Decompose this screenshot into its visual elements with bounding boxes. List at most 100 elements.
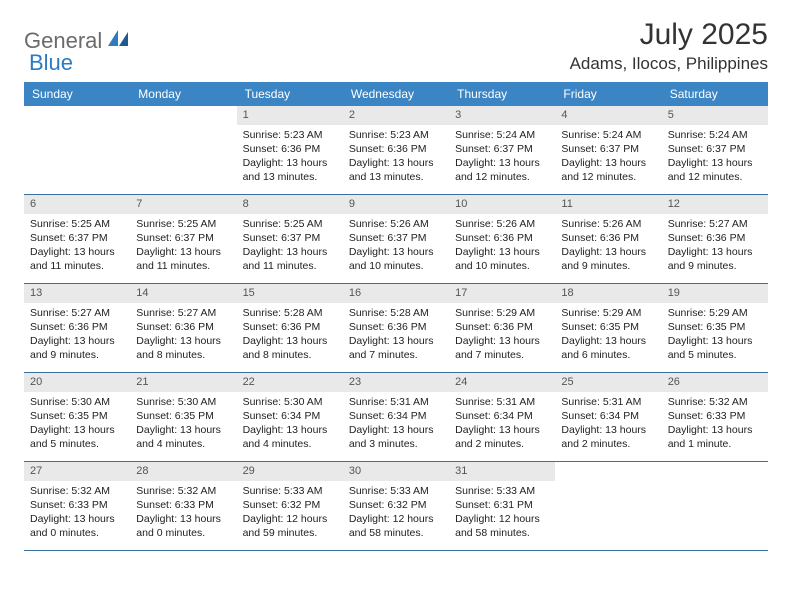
sunrise-line: Sunrise: 5:30 AM xyxy=(243,395,337,409)
sunset-line: Sunset: 6:33 PM xyxy=(136,498,230,512)
daylight-line: Daylight: 13 hours and 4 minutes. xyxy=(243,423,337,451)
logo-sail-icon xyxy=(108,30,130,53)
sunrise-line: Sunrise: 5:31 AM xyxy=(349,395,443,409)
sunrise-line: Sunrise: 5:29 AM xyxy=(668,306,762,320)
day-number: 7 xyxy=(130,195,236,214)
day-body: Sunrise: 5:32 AMSunset: 6:33 PMDaylight:… xyxy=(24,481,130,547)
day-number: 23 xyxy=(343,373,449,392)
daylight-line: Daylight: 12 hours and 59 minutes. xyxy=(243,512,337,540)
sunset-line: Sunset: 6:37 PM xyxy=(349,231,443,245)
daylight-line: Daylight: 13 hours and 8 minutes. xyxy=(243,334,337,362)
sunrise-line: Sunrise: 5:27 AM xyxy=(136,306,230,320)
daylight-line: Daylight: 13 hours and 11 minutes. xyxy=(136,245,230,273)
sunrise-line: Sunrise: 5:24 AM xyxy=(561,128,655,142)
sunset-line: Sunset: 6:35 PM xyxy=(136,409,230,423)
day-cell: 27Sunrise: 5:32 AMSunset: 6:33 PMDayligh… xyxy=(24,462,130,550)
day-body: Sunrise: 5:23 AMSunset: 6:36 PMDaylight:… xyxy=(343,125,449,191)
day-cell: 2Sunrise: 5:23 AMSunset: 6:36 PMDaylight… xyxy=(343,106,449,194)
sunrise-line: Sunrise: 5:28 AM xyxy=(349,306,443,320)
sunrise-line: Sunrise: 5:31 AM xyxy=(561,395,655,409)
sunset-line: Sunset: 6:36 PM xyxy=(136,320,230,334)
sunrise-line: Sunrise: 5:26 AM xyxy=(349,217,443,231)
day-cell: 16Sunrise: 5:28 AMSunset: 6:36 PMDayligh… xyxy=(343,284,449,372)
day-number: 4 xyxy=(555,106,661,125)
sunrise-line: Sunrise: 5:32 AM xyxy=(668,395,762,409)
dow-saturday: Saturday xyxy=(662,82,768,106)
day-cell: 6Sunrise: 5:25 AMSunset: 6:37 PMDaylight… xyxy=(24,195,130,283)
day-body: Sunrise: 5:32 AMSunset: 6:33 PMDaylight:… xyxy=(662,392,768,458)
day-cell: 19Sunrise: 5:29 AMSunset: 6:35 PMDayligh… xyxy=(662,284,768,372)
day-number: 6 xyxy=(24,195,130,214)
day-cell xyxy=(662,462,768,550)
sunrise-line: Sunrise: 5:24 AM xyxy=(668,128,762,142)
day-cell: 4Sunrise: 5:24 AMSunset: 6:37 PMDaylight… xyxy=(555,106,661,194)
sunset-line: Sunset: 6:35 PM xyxy=(561,320,655,334)
day-body: Sunrise: 5:28 AMSunset: 6:36 PMDaylight:… xyxy=(237,303,343,369)
day-body: Sunrise: 5:25 AMSunset: 6:37 PMDaylight:… xyxy=(237,214,343,280)
daylight-line: Daylight: 12 hours and 58 minutes. xyxy=(455,512,549,540)
daylight-line: Daylight: 13 hours and 12 minutes. xyxy=(668,156,762,184)
sunset-line: Sunset: 6:34 PM xyxy=(455,409,549,423)
daylight-line: Daylight: 13 hours and 12 minutes. xyxy=(455,156,549,184)
dow-sunday: Sunday xyxy=(24,82,130,106)
daylight-line: Daylight: 13 hours and 10 minutes. xyxy=(349,245,443,273)
sunset-line: Sunset: 6:33 PM xyxy=(668,409,762,423)
day-number: 31 xyxy=(449,462,555,481)
weeks-container: 1Sunrise: 5:23 AMSunset: 6:36 PMDaylight… xyxy=(24,106,768,551)
sunrise-line: Sunrise: 5:28 AM xyxy=(243,306,337,320)
sunrise-line: Sunrise: 5:27 AM xyxy=(30,306,124,320)
day-of-week-header: Sunday Monday Tuesday Wednesday Thursday… xyxy=(24,82,768,106)
day-number: 19 xyxy=(662,284,768,303)
daylight-line: Daylight: 13 hours and 2 minutes. xyxy=(455,423,549,451)
day-body: Sunrise: 5:24 AMSunset: 6:37 PMDaylight:… xyxy=(662,125,768,191)
sunrise-line: Sunrise: 5:23 AM xyxy=(349,128,443,142)
day-cell: 11Sunrise: 5:26 AMSunset: 6:36 PMDayligh… xyxy=(555,195,661,283)
sunrise-line: Sunrise: 5:30 AM xyxy=(30,395,124,409)
day-number: 29 xyxy=(237,462,343,481)
sunset-line: Sunset: 6:36 PM xyxy=(349,142,443,156)
day-number: 20 xyxy=(24,373,130,392)
day-body: Sunrise: 5:29 AMSunset: 6:35 PMDaylight:… xyxy=(662,303,768,369)
daylight-line: Daylight: 13 hours and 7 minutes. xyxy=(349,334,443,362)
daylight-line: Daylight: 13 hours and 0 minutes. xyxy=(30,512,124,540)
daylight-line: Daylight: 13 hours and 11 minutes. xyxy=(243,245,337,273)
sunset-line: Sunset: 6:32 PM xyxy=(243,498,337,512)
day-number: 8 xyxy=(237,195,343,214)
day-number: 11 xyxy=(555,195,661,214)
day-number: 24 xyxy=(449,373,555,392)
week-row: 20Sunrise: 5:30 AMSunset: 6:35 PMDayligh… xyxy=(24,373,768,462)
day-body: Sunrise: 5:33 AMSunset: 6:32 PMDaylight:… xyxy=(237,481,343,547)
day-body: Sunrise: 5:27 AMSunset: 6:36 PMDaylight:… xyxy=(130,303,236,369)
sunset-line: Sunset: 6:34 PM xyxy=(561,409,655,423)
day-number: 2 xyxy=(343,106,449,125)
sunrise-line: Sunrise: 5:25 AM xyxy=(243,217,337,231)
day-cell xyxy=(24,106,130,194)
day-cell: 8Sunrise: 5:25 AMSunset: 6:37 PMDaylight… xyxy=(237,195,343,283)
day-cell: 22Sunrise: 5:30 AMSunset: 6:34 PMDayligh… xyxy=(237,373,343,461)
day-cell: 9Sunrise: 5:26 AMSunset: 6:37 PMDaylight… xyxy=(343,195,449,283)
day-body: Sunrise: 5:32 AMSunset: 6:33 PMDaylight:… xyxy=(130,481,236,547)
sunset-line: Sunset: 6:32 PM xyxy=(349,498,443,512)
day-number: 14 xyxy=(130,284,236,303)
header: General July 2025 Adams, Ilocos, Philipp… xyxy=(24,18,768,74)
day-cell: 30Sunrise: 5:33 AMSunset: 6:32 PMDayligh… xyxy=(343,462,449,550)
sunrise-line: Sunrise: 5:26 AM xyxy=(561,217,655,231)
daylight-line: Daylight: 13 hours and 11 minutes. xyxy=(30,245,124,273)
day-body: Sunrise: 5:30 AMSunset: 6:35 PMDaylight:… xyxy=(24,392,130,458)
sunset-line: Sunset: 6:37 PM xyxy=(136,231,230,245)
daylight-line: Daylight: 13 hours and 6 minutes. xyxy=(561,334,655,362)
dow-tuesday: Tuesday xyxy=(237,82,343,106)
location-subtitle: Adams, Ilocos, Philippines xyxy=(570,54,768,74)
calendar: Sunday Monday Tuesday Wednesday Thursday… xyxy=(24,82,768,551)
sunrise-line: Sunrise: 5:31 AM xyxy=(455,395,549,409)
sunrise-line: Sunrise: 5:25 AM xyxy=(136,217,230,231)
sunset-line: Sunset: 6:36 PM xyxy=(243,320,337,334)
sunset-line: Sunset: 6:36 PM xyxy=(668,231,762,245)
sunrise-line: Sunrise: 5:33 AM xyxy=(243,484,337,498)
day-cell: 26Sunrise: 5:32 AMSunset: 6:33 PMDayligh… xyxy=(662,373,768,461)
sunrise-line: Sunrise: 5:29 AM xyxy=(561,306,655,320)
day-number: 30 xyxy=(343,462,449,481)
daylight-line: Daylight: 13 hours and 8 minutes. xyxy=(136,334,230,362)
daylight-line: Daylight: 13 hours and 9 minutes. xyxy=(30,334,124,362)
day-number: 5 xyxy=(662,106,768,125)
